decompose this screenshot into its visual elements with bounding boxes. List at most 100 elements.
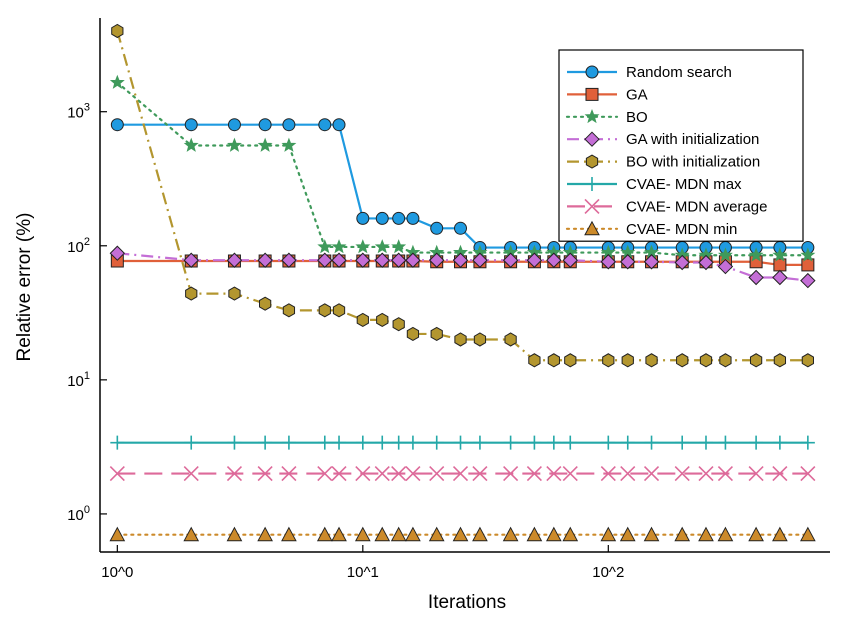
data-point <box>375 211 389 225</box>
data-point <box>391 465 407 482</box>
data-point <box>801 258 815 272</box>
data-point <box>719 353 732 368</box>
data-point <box>674 254 690 271</box>
legend-box <box>558 49 804 242</box>
data-point <box>452 526 469 542</box>
y-tick-label: 100 <box>67 504 90 524</box>
data-point <box>562 252 578 268</box>
data-point <box>772 526 788 542</box>
data-point <box>109 74 125 89</box>
data-point <box>800 247 816 262</box>
data-point <box>331 239 347 254</box>
data-point <box>675 435 690 450</box>
legend-label: BO <box>626 109 648 126</box>
data-point <box>390 526 407 542</box>
legend-entry: GA with initialization <box>567 131 759 148</box>
legend-entry: BO with initialization <box>567 154 760 171</box>
data-point <box>183 137 199 152</box>
data-point <box>111 23 124 39</box>
data-point <box>502 252 519 268</box>
data-point <box>717 465 733 482</box>
data-point <box>527 435 542 450</box>
data-point <box>800 526 816 542</box>
data-point <box>375 435 390 450</box>
data-point <box>374 239 390 254</box>
data-point <box>406 211 420 225</box>
series-ga-with-initialization <box>109 245 816 289</box>
data-point <box>699 353 713 368</box>
data-point <box>503 465 519 482</box>
data-point <box>332 435 347 450</box>
data-point <box>317 252 333 268</box>
data-point <box>374 526 391 542</box>
data-point <box>772 269 788 286</box>
data-point <box>109 245 126 261</box>
data-point <box>698 526 714 542</box>
data-point <box>405 435 420 450</box>
data-point <box>429 252 445 268</box>
data-point <box>546 252 562 268</box>
data-point <box>472 465 488 482</box>
data-point <box>183 465 199 482</box>
data-point <box>504 332 517 347</box>
data-point <box>620 435 635 450</box>
data-point <box>600 526 617 542</box>
data-point <box>374 252 390 268</box>
data-point <box>183 526 200 542</box>
data-point <box>452 252 469 268</box>
legend: Random search GA BO GA with initialization B… <box>558 49 804 242</box>
data-point <box>674 465 690 482</box>
y-tick-label: 103 <box>67 102 90 122</box>
data-point <box>772 435 787 450</box>
series-cvae-mdn-min <box>109 526 816 542</box>
data-point <box>331 526 347 542</box>
data-point <box>772 247 788 262</box>
data-point <box>600 465 616 482</box>
data-point <box>281 252 297 268</box>
data-point <box>454 332 467 347</box>
data-point <box>563 435 578 450</box>
data-point <box>429 465 445 482</box>
data-point <box>355 435 370 450</box>
data-point <box>355 252 371 268</box>
data-point <box>332 303 346 318</box>
data-point <box>184 435 199 450</box>
data-point <box>473 332 487 347</box>
data-point <box>257 465 273 482</box>
data-point <box>717 258 734 275</box>
data-point <box>185 286 198 301</box>
data-point <box>526 465 542 482</box>
data-point <box>717 526 734 542</box>
legend-label: GA with initialization <box>626 131 759 148</box>
legend-label: CVAE- MDN max <box>626 176 742 193</box>
y-axis-label: Relative error (%) <box>14 213 35 362</box>
data-point <box>674 526 691 542</box>
data-point <box>429 435 444 450</box>
data-point <box>801 353 814 368</box>
data-point <box>257 252 273 268</box>
data-point <box>406 326 420 342</box>
data-point <box>184 118 198 132</box>
data-point <box>355 239 371 254</box>
plot-area <box>109 23 816 542</box>
data-point <box>676 353 689 368</box>
legend-marker <box>585 87 599 101</box>
data-point <box>332 118 346 132</box>
legend-entry: Random search <box>567 64 732 81</box>
data-point <box>620 465 636 482</box>
data-point <box>183 252 199 268</box>
data-point <box>282 303 296 318</box>
data-point <box>374 465 390 482</box>
data-point <box>354 526 371 542</box>
data-point <box>772 465 788 482</box>
legend-label: Random search <box>626 64 732 81</box>
data-point <box>430 221 444 235</box>
legend-marker <box>584 220 600 236</box>
data-point <box>316 526 333 542</box>
data-point <box>110 118 124 132</box>
data-point <box>749 435 764 450</box>
data-point <box>405 252 421 268</box>
legend-entry: GA <box>567 86 648 103</box>
data-point <box>621 353 634 368</box>
data-point <box>453 435 468 450</box>
